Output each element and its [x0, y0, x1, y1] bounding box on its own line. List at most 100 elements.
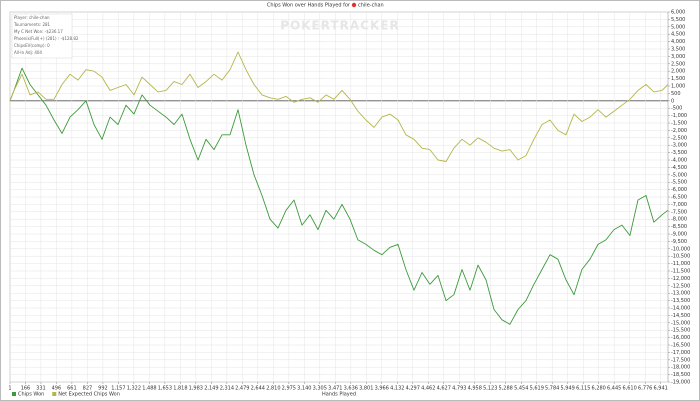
y-tick-label: -4,000: [671, 158, 687, 164]
y-tick-label: -12,500: [671, 283, 690, 289]
x-tick-label: 4,297: [406, 386, 420, 392]
y-tick-label: 3,500: [671, 47, 685, 53]
x-tick-label: 992: [98, 386, 108, 392]
x-tick-label: 5,949: [561, 386, 575, 392]
x-tick-label: 166: [21, 386, 31, 392]
y-tick-label: -5,000: [671, 172, 687, 178]
y-tick-label: -8,000: [671, 217, 687, 223]
y-tick-label: -3,000: [671, 143, 687, 149]
x-tick-label: 5,784: [545, 386, 559, 392]
legend-swatch: [12, 392, 16, 396]
y-tick-label: -7,000: [671, 202, 687, 208]
y-tick-label: -500: [671, 106, 682, 112]
y-tick-label: -18,000: [671, 365, 690, 371]
x-tick-label: 1,488: [142, 386, 156, 392]
x-tick-label: 3,471: [328, 386, 342, 392]
y-tick-label: -2,000: [671, 128, 687, 134]
x-tick-label: 6,280: [592, 386, 606, 392]
x-tick-label: 331: [36, 386, 46, 392]
y-tick-label: 0: [671, 98, 674, 104]
x-tick-label: 3,305: [313, 386, 327, 392]
x-tick-label: 1,157: [111, 386, 125, 392]
info-box-bg: [11, 13, 73, 59]
x-axis-label: Hands Played: [322, 392, 356, 398]
y-tick-label: -6,000: [671, 187, 687, 193]
x-tick-label: 3,140: [297, 386, 311, 392]
y-tick-label: -17,500: [671, 357, 690, 363]
info-line: ChipsEV(comp): 0: [14, 43, 50, 48]
x-tick-label: 3,966: [375, 386, 389, 392]
y-tick-label: 4,500: [671, 32, 685, 38]
info-line: All-In Adj: 404: [14, 50, 42, 55]
x-tick-label: 2,810: [266, 386, 280, 392]
x-tick-label: 2,479: [235, 386, 249, 392]
x-tick-label: 2,149: [204, 386, 218, 392]
y-tick-label: -10,000: [671, 246, 690, 252]
y-tick-label: 3,000: [671, 54, 685, 60]
x-tick-label: 1,653: [158, 386, 172, 392]
y-tick-label: -8,500: [671, 224, 687, 230]
y-tick-label: 1,000: [671, 84, 685, 90]
player-icon: [351, 2, 357, 8]
y-tick-label: -4,500: [671, 165, 687, 171]
y-tick-label: 2,000: [671, 69, 685, 75]
x-tick-label: 5,123: [483, 386, 497, 392]
x-tick-label: 827: [83, 386, 93, 392]
y-tick-label: -10,500: [671, 254, 690, 260]
y-tick-label: -13,500: [671, 298, 690, 304]
x-tick-label: 2,644: [251, 386, 265, 392]
y-tick-label: -7,500: [671, 209, 687, 215]
y-tick-label: -2,500: [671, 135, 687, 141]
x-tick-label: 5,454: [514, 386, 528, 392]
x-tick-label: 2,975: [282, 386, 296, 392]
chart-title: Chips Won over Hands Played for: [267, 3, 351, 9]
player-name: chile-chan: [358, 3, 384, 9]
y-tick-label: -1,500: [671, 121, 687, 127]
series-line: [9, 67, 669, 325]
y-tick-label: -11,000: [671, 261, 690, 267]
legend-swatch: [52, 392, 57, 396]
x-tick-label: 1,818: [173, 386, 187, 392]
y-tick-label: -12,000: [671, 276, 690, 282]
x-tick-label: 6,776: [638, 386, 652, 392]
x-tick-label: 3,801: [359, 386, 373, 392]
y-tick-label: -15,000: [671, 320, 690, 326]
y-tick-label: 500: [671, 91, 681, 97]
y-tick-label: -16,000: [671, 335, 690, 341]
y-tick-label: 4,000: [671, 39, 685, 45]
x-tick-label: 2,314: [220, 386, 234, 392]
info-line: Player: chile-chan: [14, 15, 50, 20]
y-tick-label: 6,000: [671, 10, 685, 16]
x-tick-label: 4,627: [437, 386, 451, 392]
legend-label: Chips Won: [18, 392, 44, 398]
y-tick-label: -9,500: [671, 239, 687, 245]
y-tick-label: 5,000: [671, 24, 685, 30]
series-line: [9, 51, 669, 162]
x-tick-label: 6,610: [622, 386, 636, 392]
y-tick-label: -9,000: [671, 232, 687, 238]
y-tick-label: -11,500: [671, 269, 690, 275]
y-tick-label: -3,500: [671, 150, 687, 156]
x-tick-label: 4,132: [390, 386, 404, 392]
x-tick-label: 661: [67, 386, 77, 392]
y-tick-label: 2,500: [671, 61, 685, 67]
watermark: POKERTRACKER: [280, 19, 399, 33]
y-tick-label: -18,500: [671, 372, 690, 378]
x-tick-label: 5,288: [499, 386, 513, 392]
x-tick-label: 1,322: [127, 386, 141, 392]
info-line: My C Net Won: -$236.17: [14, 29, 63, 34]
x-tick-label: 496: [52, 386, 62, 392]
x-tick-label: 4,958: [468, 386, 482, 392]
x-tick-label: 6,115: [576, 386, 590, 392]
x-tick-label: 4,793: [452, 386, 466, 392]
y-tick-label: -19,000: [671, 380, 690, 386]
y-tick-label: -6,500: [671, 195, 687, 201]
x-tick-label: 3,636: [344, 386, 358, 392]
y-tick-label: -13,000: [671, 291, 690, 297]
x-tick-label: 5,619: [530, 386, 544, 392]
y-tick-label: -5,500: [671, 180, 687, 186]
x-tick-label: 4,462: [421, 386, 435, 392]
info-box: Player: chile-chan Tournaments: 281 My C N…: [11, 13, 79, 59]
y-tick-label: -16,500: [671, 343, 690, 349]
